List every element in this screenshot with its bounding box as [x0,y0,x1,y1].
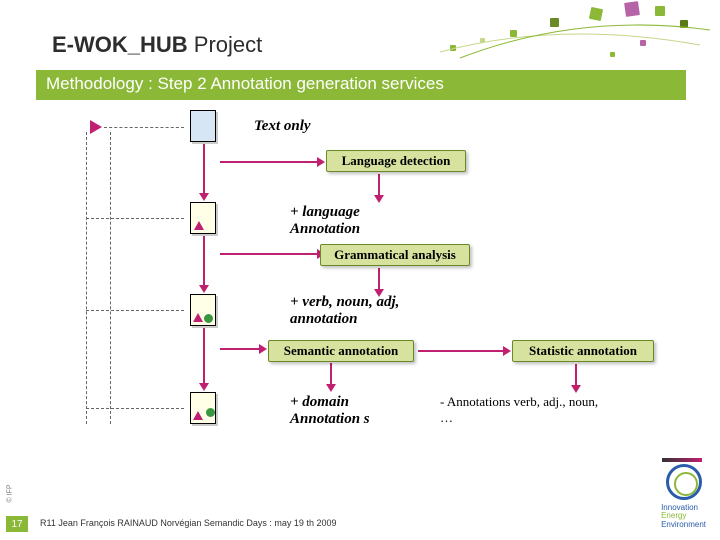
title-bold: E-WOK_HUB [52,32,188,57]
copyright-text: © IFP [7,485,14,503]
stat-note-label: - Annotations verb, adj., noun, … [440,394,600,426]
logo-line: Environment [661,521,706,530]
arrow-right-icon [418,350,504,352]
triangle-icon [194,221,204,230]
triangle-icon [193,411,203,420]
arrow-down-icon [203,144,205,194]
flow-diagram: Text only Language detection + language … [0,108,720,518]
arrow-down-icon [203,236,205,286]
dashed-line [86,310,184,311]
arrow-down-icon [378,174,380,196]
label-text: - Annotations verb, adj., noun, … [440,394,598,425]
page-title: E-WOK_HUB Project [52,32,262,58]
label-text: + language Annotation [290,204,360,237]
dashed-line [86,408,184,409]
box-label: Statistic annotation [529,343,637,359]
label-text: + domain Annotation s [290,394,370,427]
box-label: Grammatical analysis [334,247,456,263]
dashed-line [110,132,111,424]
language-detection-box: Language detection [326,150,466,172]
label-text: + verb, noun, adj, annotation [290,294,399,327]
statistic-annotation-box: Statistic annotation [512,340,654,362]
subtitle-underline [36,98,686,100]
slide-number: 17 [6,516,28,532]
decorative-swirl [440,0,720,80]
dashed-line [86,218,184,219]
arrow-right-icon [220,253,318,255]
arrow-play-icon [90,120,102,134]
document-icon [190,110,216,142]
dashed-line [86,132,87,424]
ifp-logo [666,464,702,500]
circle-icon [206,408,215,417]
box-label: Semantic annotation [284,343,398,359]
subtitle-text: Methodology : Step 2 Annotation generati… [46,74,444,94]
text-only-label: Text only [254,118,311,135]
triangle-icon [193,313,203,322]
lang-annot-label: + language Annotation [290,204,400,238]
arrow-down-icon [203,328,205,384]
decorative-bar [662,458,702,462]
grammatical-analysis-box: Grammatical analysis [320,244,470,266]
arrow-down-icon [330,363,332,385]
circle-icon [204,314,213,323]
footer-text: R11 Jean François RAINAUD Norvégian Sema… [40,518,336,528]
verb-annot-label: + verb, noun, adj, annotation [290,294,420,328]
title-rest: Project [188,32,263,57]
arrow-right-icon [220,348,260,350]
arrow-down-icon [378,268,380,290]
subtitle-bar: Methodology : Step 2 Annotation generati… [36,70,686,98]
logo-tagline: Innovation Energy Environment [661,504,706,530]
box-label: Language detection [342,153,451,169]
arrow-right-icon [220,161,318,163]
domain-annot-label: + domain Annotation s [290,394,400,428]
arrow-down-icon [575,364,577,386]
dashed-line [104,127,184,128]
semantic-annotation-box: Semantic annotation [268,340,414,362]
